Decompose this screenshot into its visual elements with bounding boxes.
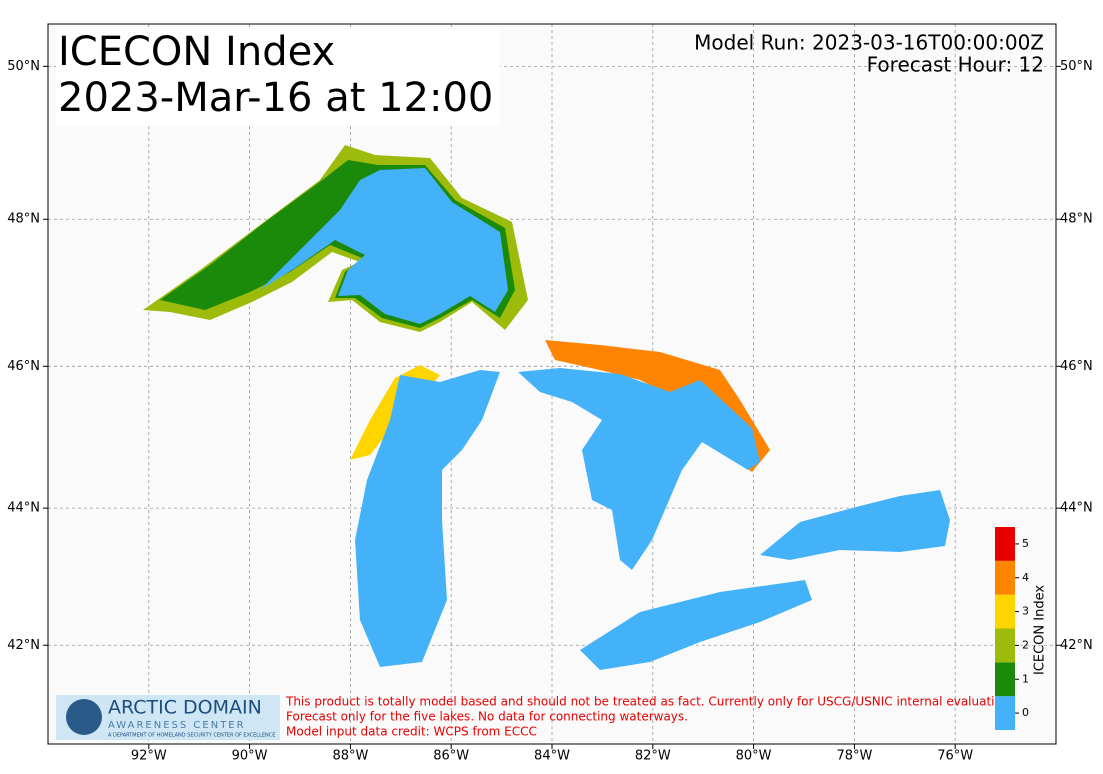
x-tick-label: 92°W bbox=[131, 749, 167, 764]
x-tick-label: 86°W bbox=[433, 749, 469, 764]
colorbar-label: ICECON Index bbox=[1033, 585, 1048, 675]
y-tick-label: 42°N bbox=[1060, 638, 1093, 653]
y-tick-label: 50°N bbox=[7, 59, 40, 74]
colorbar-tick-label: 1 bbox=[1022, 672, 1029, 685]
y-tick-label: 46°N bbox=[1060, 359, 1093, 374]
disclaimer-line: Forecast only for the five lakes. No dat… bbox=[286, 710, 688, 724]
axis-ticks: 92°W 90°W 88°W 86°W 84°W 82°W 80°W 78°W 76°W 42°N… bbox=[7, 59, 1093, 764]
logo-globe bbox=[66, 699, 102, 735]
y-tick-label: 42°N bbox=[7, 638, 40, 653]
logo: ARCTIC DOMAIN AWARENESS CENTER A DEPARTM… bbox=[56, 695, 280, 740]
model-run: Model Run: 2023-03-16T00:00:00Z bbox=[694, 31, 1044, 55]
x-tick-label: 88°W bbox=[332, 749, 368, 764]
x-tick-label: 90°W bbox=[232, 749, 268, 764]
colorbar-segment bbox=[995, 662, 1015, 697]
lake-huron bbox=[518, 368, 760, 570]
y-tick-label: 50°N bbox=[1060, 59, 1093, 74]
lake-erie bbox=[580, 580, 812, 670]
y-tick-label: 48°N bbox=[7, 212, 40, 227]
colorbar-tick-label: 3 bbox=[1022, 605, 1029, 618]
disclaimer: This product is totally model based and … bbox=[285, 695, 1013, 739]
x-tick-label: 80°W bbox=[736, 749, 772, 764]
y-tick-label: 48°N bbox=[1060, 212, 1093, 227]
x-tick-label: 78°W bbox=[836, 749, 872, 764]
colorbar-segment bbox=[995, 527, 1015, 561]
disclaimer-line: This product is totally model based and … bbox=[285, 695, 1013, 709]
title: ICECON Index bbox=[58, 29, 335, 75]
lake-michigan bbox=[355, 370, 500, 667]
subtitle: 2023-Mar-16 at 12:00 bbox=[58, 75, 493, 121]
y-tick-label: 46°N bbox=[7, 359, 40, 374]
colorbar-segment bbox=[995, 594, 1015, 629]
x-tick-label: 82°W bbox=[635, 749, 671, 764]
logo-line3: A DEPARTMENT OF HOMELAND SECURITY CENTER… bbox=[108, 733, 275, 739]
colorbar-segment bbox=[995, 560, 1015, 595]
y-tick-label: 44°N bbox=[7, 501, 40, 516]
lake-superior-open bbox=[260, 168, 508, 324]
colorbar-tick-label: 4 bbox=[1022, 571, 1029, 584]
lake-ontario bbox=[760, 490, 950, 560]
forecast-hour: Forecast Hour: 12 bbox=[867, 53, 1044, 77]
colorbar: ICECON Index 0 1 2 3 4 5 bbox=[995, 527, 1048, 730]
colorbar-tick-label: 2 bbox=[1022, 638, 1029, 651]
y-tick-label: 44°N bbox=[1060, 501, 1093, 516]
colorbar-segment bbox=[995, 628, 1015, 663]
x-tick-label: 84°W bbox=[534, 749, 570, 764]
colorbar-segment bbox=[995, 696, 1015, 730]
lakes bbox=[143, 145, 950, 670]
x-tick-label: 76°W bbox=[937, 749, 973, 764]
logo-name: ARCTIC DOMAIN bbox=[108, 697, 262, 719]
colorbar-tick-label: 5 bbox=[1022, 537, 1029, 550]
title-box bbox=[56, 30, 500, 126]
disclaimer-line: Model input data credit: WCPS from ECCC bbox=[286, 725, 537, 739]
logo-line2: AWARENESS CENTER bbox=[108, 720, 246, 731]
colorbar-tick-label: 0 bbox=[1022, 706, 1029, 719]
